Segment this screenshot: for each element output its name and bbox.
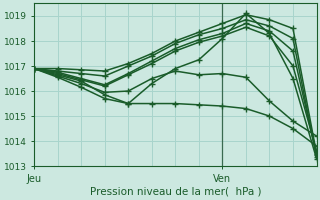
X-axis label: Pression niveau de la mer(  hPa ): Pression niveau de la mer( hPa ) bbox=[90, 187, 261, 197]
